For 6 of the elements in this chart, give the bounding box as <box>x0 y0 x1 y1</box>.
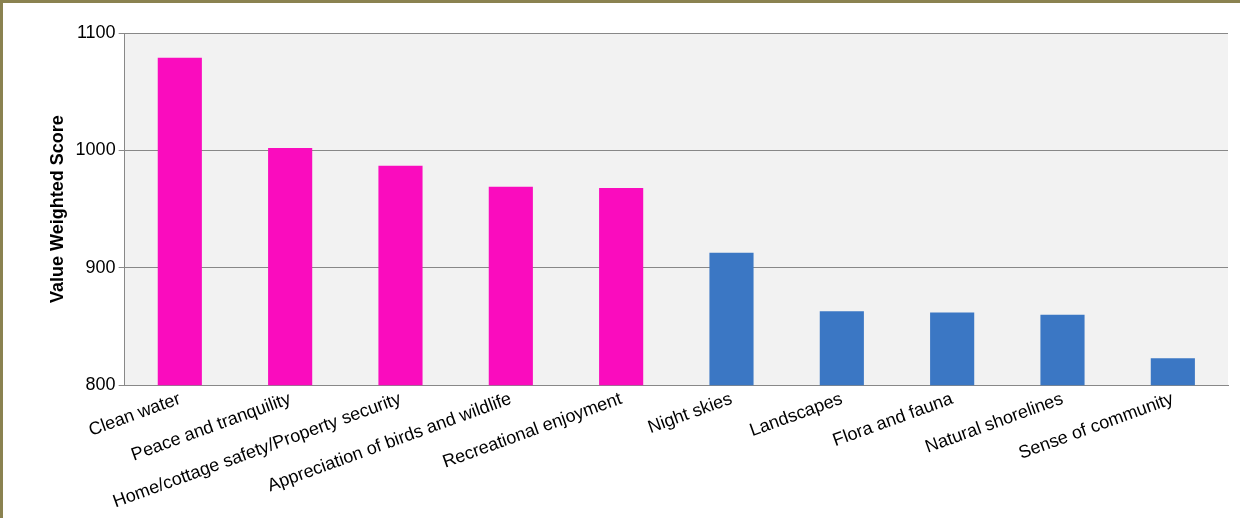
x-tick-label: Night skies <box>644 388 735 438</box>
y-tick-label: 1100 <box>76 21 116 42</box>
y-axis-title: Value Weighted Score <box>46 115 67 304</box>
y-tick-label: 900 <box>85 256 116 277</box>
y-tick-label: 1000 <box>75 139 116 160</box>
y-tick-label: 800 <box>85 374 116 395</box>
